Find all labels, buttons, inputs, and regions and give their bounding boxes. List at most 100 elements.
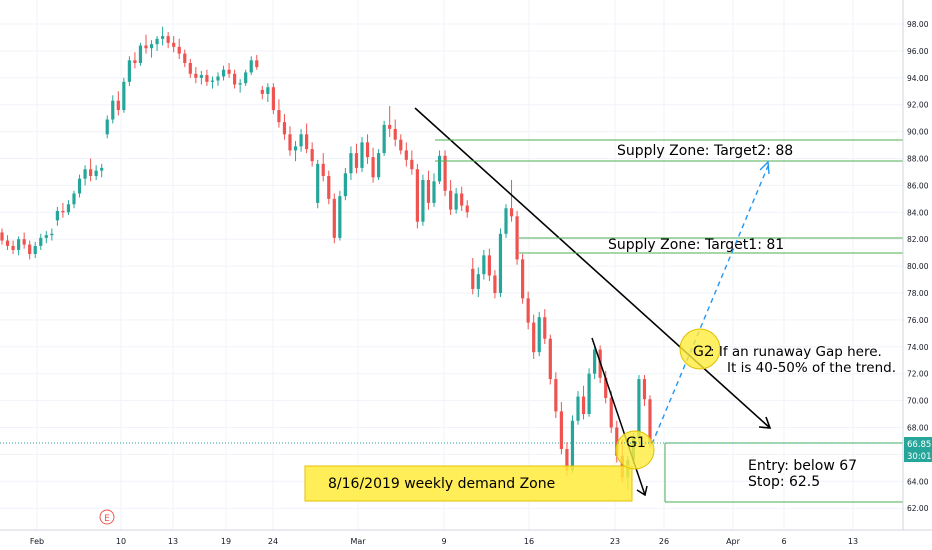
candle-body: [521, 259, 525, 299]
candle-body: [371, 157, 375, 178]
g2-highlight[interactable]: [679, 328, 721, 370]
candle-body: [360, 142, 364, 168]
candle-body: [89, 169, 93, 176]
candle-body: [0, 232, 4, 241]
time-tick-label: 9: [441, 537, 446, 546]
candle-body: [637, 379, 641, 439]
candle-body: [116, 100, 120, 111]
candle-body: [55, 210, 59, 221]
candle-body: [188, 63, 192, 74]
candle-body: [72, 193, 76, 205]
price-tick-label: 62.00: [907, 504, 929, 513]
candle-body: [255, 60, 259, 68]
g2-note-line2: It is 40-50% of the trend.: [727, 360, 896, 376]
earnings-marker-label: E: [104, 514, 110, 524]
candle-body: [293, 146, 298, 151]
candle-body: [316, 163, 320, 203]
candle-body: [149, 44, 154, 49]
grid-lines: [0, 0, 903, 530]
candle-body: [39, 237, 43, 246]
candle-body: [581, 396, 586, 415]
candle-body: [282, 122, 287, 135]
price-tick-label: 74.00: [907, 343, 929, 352]
time-tick-label: 6: [781, 537, 786, 546]
candle-body: [216, 76, 220, 81]
candle-body: [277, 110, 281, 123]
g1-label: G1: [626, 435, 646, 451]
candle-body: [570, 420, 575, 471]
candle-body: [382, 124, 386, 154]
last-price-value: 66.85: [907, 440, 931, 450]
candle-body: [5, 240, 10, 246]
price-tick-label: 96.00: [907, 47, 929, 56]
candle-body: [127, 60, 131, 82]
candle-body: [288, 134, 292, 151]
candle-body: [565, 449, 569, 471]
time-tick-label: Apr: [726, 537, 741, 546]
trendline-arrowhead: [758, 416, 772, 429]
time-axis-ticks[interactable]: Feb 10 13 19 24 Mar 9 16 23 26 Apr 6 13: [30, 537, 858, 546]
candle-body: [415, 169, 419, 222]
candle-body: [343, 173, 347, 197]
earnings-marker-circle: [99, 509, 115, 525]
time-tick-label: Feb: [30, 537, 44, 546]
candle-body: [554, 379, 558, 412]
candle-body: [172, 42, 176, 47]
entry-label: Entry: below 67: [748, 458, 857, 474]
candle-body: [161, 36, 165, 39]
candle-body: [504, 208, 508, 234]
candle-body: [138, 45, 143, 64]
candle-body: [166, 36, 170, 43]
candle-body: [210, 80, 215, 82]
candle-body: [77, 178, 82, 194]
candle-body: [66, 204, 71, 213]
candle-body: [238, 83, 242, 85]
time-tick-label: 16: [524, 537, 534, 546]
candle-body: [199, 75, 203, 78]
candle-body: [432, 181, 436, 203]
price-tick-label: 84.00: [907, 208, 929, 217]
g2-note-line1: : If an runaway Gap here.: [710, 344, 882, 360]
candle-body: [244, 72, 248, 84]
candle-body: [271, 87, 275, 111]
candle-body: [105, 119, 109, 135]
price-tick-label: 94.00: [907, 74, 929, 83]
candle-body: [404, 150, 408, 160]
g1-highlight[interactable]: [615, 430, 655, 470]
candle-body: [310, 149, 314, 162]
candle-body: [83, 169, 87, 179]
candle-body: [604, 377, 608, 398]
price-tick-label: 82.00: [907, 235, 929, 244]
candle-body: [194, 73, 198, 78]
candle-body: [11, 245, 15, 250]
candle-body: [465, 205, 469, 213]
g2-label: G2: [693, 344, 713, 360]
time-tick-label: 13: [848, 537, 858, 546]
price-tick-label: 70.00: [907, 397, 929, 406]
candle-body: [305, 134, 309, 150]
price-tick-label: 64.00: [907, 477, 929, 486]
candle-body: [177, 46, 181, 54]
candle-body: [111, 100, 115, 120]
time-tick-label: 24: [268, 537, 278, 546]
candle-body: [260, 89, 264, 94]
drawings-layer: Supply Zone: Target2: 88 Supply Zone: Ta…: [304, 107, 903, 503]
earnings-marker[interactable]: E: [99, 509, 115, 525]
price-tick-label: 76.00: [907, 316, 929, 325]
price-tick-label: 98.00: [907, 20, 929, 29]
demand-zone-label: 8/16/2019 weekly demand Zone: [328, 476, 555, 492]
candle-body: [122, 81, 126, 111]
supply-zone-1-label: Supply Zone: Target1: 81: [608, 237, 784, 253]
price-tick-label: 92.00: [907, 101, 929, 110]
demand-zone-box[interactable]: [304, 465, 633, 502]
time-tick-label: 19: [221, 537, 231, 546]
candle-body: [349, 153, 353, 174]
candle-body: [615, 427, 619, 456]
candle-body: [476, 274, 480, 289]
candle-body: [537, 317, 541, 353]
countdown-badge-bg: [904, 450, 932, 462]
candle-body: [526, 298, 530, 323]
candle-body: [144, 45, 148, 49]
candle-body: [487, 255, 491, 276]
